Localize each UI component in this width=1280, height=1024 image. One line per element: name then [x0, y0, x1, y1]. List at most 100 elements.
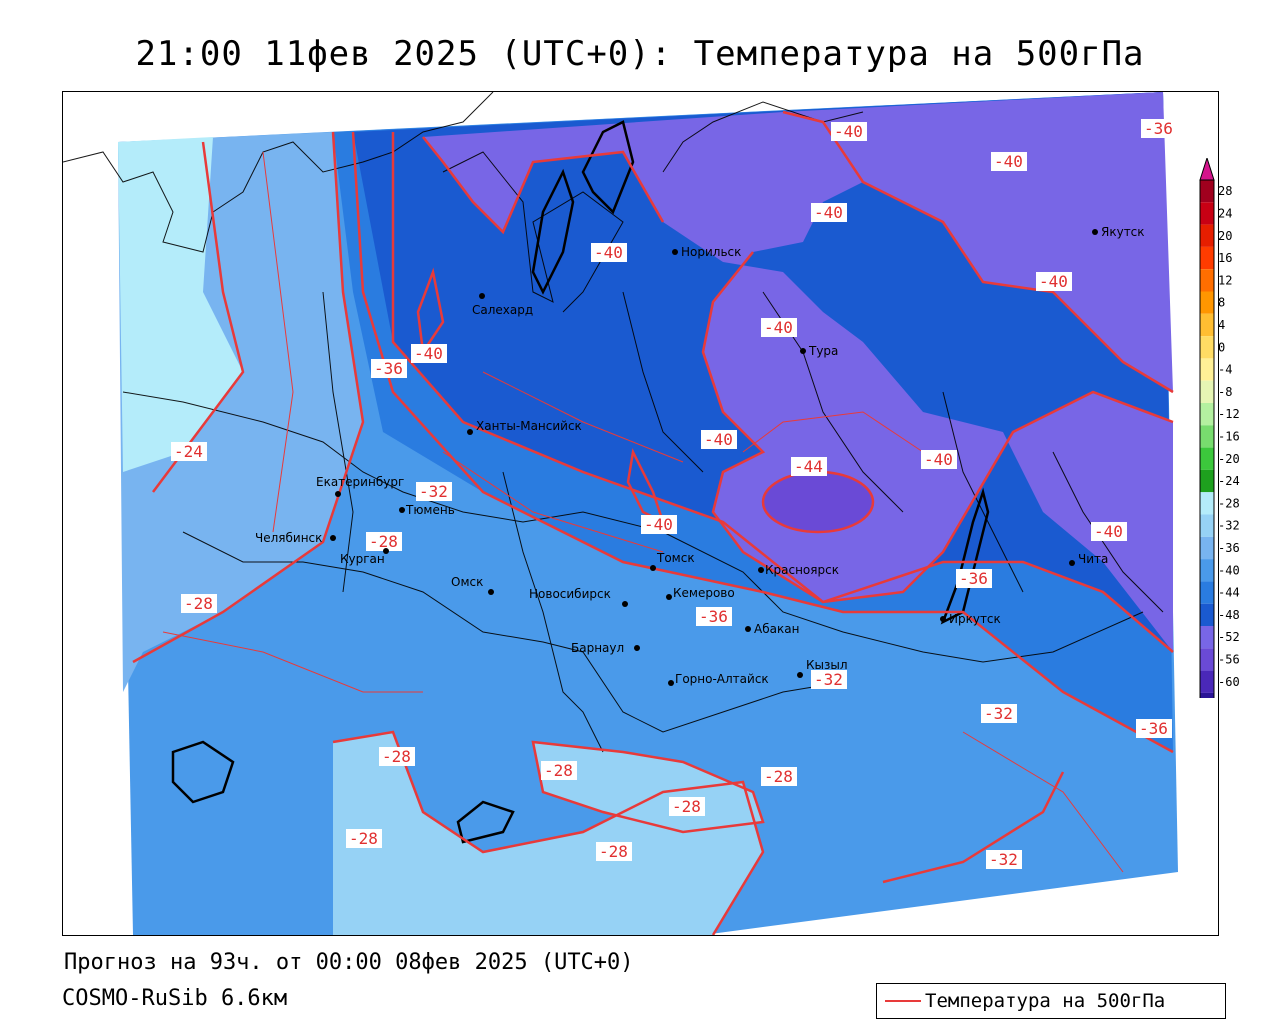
contour-label: -28: [596, 842, 632, 861]
svg-text:-40: -40: [644, 515, 673, 534]
colorbar-tick-label: -60: [1218, 675, 1240, 689]
city-tura: Тура: [800, 344, 838, 358]
contour-label: -28: [379, 747, 415, 766]
contour-label: -28: [366, 532, 402, 551]
colorbar-tick-label: -16: [1218, 429, 1240, 443]
colorbar-tick-label: -48: [1218, 608, 1240, 622]
contour-label: -28: [669, 797, 705, 816]
city-label: Абакан: [754, 622, 799, 636]
city-label: Екатеринбург: [316, 475, 404, 489]
colorbar-swatch: [1200, 692, 1214, 698]
colorbar-tick-label: -24: [1218, 474, 1240, 488]
contour-label: -32: [416, 482, 452, 501]
city-marker: [399, 507, 405, 513]
model-name: COSMO-RuSib 6.6км: [62, 986, 288, 1011]
colorbar-swatch: [1200, 358, 1214, 381]
forecast-info: Прогноз на 93ч. от 00:00 08фев 2025 (UTC…: [64, 950, 634, 975]
contour-label: -28: [346, 829, 382, 848]
field-core-48: [763, 472, 873, 532]
city-marker: [488, 589, 494, 595]
contour-label: -40: [1091, 522, 1127, 541]
city-marker: [1069, 560, 1075, 566]
colorbar-tick-label: -28: [1218, 496, 1240, 510]
colorbar-swatch: [1200, 224, 1214, 247]
contour-label: -36: [371, 359, 407, 378]
colorbar-tick-label: -52: [1218, 630, 1240, 644]
colorbar-max-arrow: [1199, 158, 1215, 181]
city-label: Якутск: [1101, 225, 1145, 239]
city-marker: [634, 645, 640, 651]
svg-text:-36: -36: [699, 607, 728, 626]
city-marker: [800, 348, 806, 354]
city-marker: [745, 626, 751, 632]
contour-label: -40: [591, 243, 627, 262]
city-label: Чита: [1078, 552, 1108, 566]
field-band-south-light: [333, 732, 763, 935]
map-legend: Температура на 500гПа: [876, 983, 1226, 1019]
city-khanty: Ханты-Мансийск: [467, 419, 582, 435]
svg-text:-28: -28: [764, 767, 793, 786]
svg-text:-32: -32: [989, 850, 1018, 869]
map-area[interactable]: -40 -36 -40 -40 -40 -40 -40 -36 -40 -40 -24 -44 -40-…: [62, 91, 1219, 936]
contour-label: -36: [956, 569, 992, 588]
city-omsk: Омск: [451, 575, 494, 595]
city-marker: [467, 429, 473, 435]
city-marker: [330, 535, 336, 541]
svg-text:-28: -28: [369, 532, 398, 551]
city-salekhard: Салехард: [472, 293, 533, 317]
svg-text:-28: -28: [382, 747, 411, 766]
svg-text:-44: -44: [794, 457, 823, 476]
city-gorno: Горно-Алтайск: [668, 672, 769, 686]
svg-text:-28: -28: [599, 842, 628, 861]
colorbar-tick-label: 8: [1218, 296, 1225, 310]
city-marker: [1092, 229, 1098, 235]
city-tyumen: Тюмень: [399, 503, 455, 517]
svg-text:-40: -40: [834, 122, 863, 141]
colorbar-swatch: [1200, 269, 1214, 292]
colorbar-tick-label: -20: [1218, 452, 1240, 466]
city-marker: [383, 548, 389, 554]
city-marker: [650, 565, 656, 571]
city-label: Томск: [656, 551, 695, 565]
colorbar-tick-label: -36: [1218, 541, 1240, 555]
svg-text:-28: -28: [672, 797, 701, 816]
colorbar-tick-label: -44: [1218, 586, 1240, 600]
contour-label: -40: [921, 450, 957, 469]
city-kyzyl: Кызыл: [797, 658, 848, 678]
contour-label: -40: [411, 344, 447, 363]
city-label: Салехард: [472, 303, 533, 317]
colorbar-swatch: [1200, 447, 1214, 470]
svg-text:-28: -28: [184, 594, 213, 613]
city-marker: [797, 672, 803, 678]
city-marker: [758, 567, 764, 573]
svg-text:-40: -40: [1094, 522, 1123, 541]
city-label: Горно-Алтайск: [675, 672, 769, 686]
contour-label: -28: [761, 767, 797, 786]
colorbar-swatch: [1200, 514, 1214, 537]
colorbar-swatch: [1200, 380, 1214, 403]
contour-label: -24: [171, 442, 207, 461]
colorbar-swatch: [1200, 469, 1214, 493]
city-marker: [672, 249, 678, 255]
colorbar-tick-label: 0: [1218, 340, 1225, 354]
colorbar-swatch: [1200, 492, 1214, 515]
city-label: Кемерово: [673, 586, 735, 600]
city-label: Ханты-Мансийск: [476, 419, 582, 433]
cities: Норильск Салехард Якутск Тура Ханты-Мансийск…: [255, 225, 1145, 686]
colorbar-swatch: [1200, 202, 1214, 225]
city-barnaul: Барнаул: [571, 641, 640, 655]
city-label: Кызыл: [806, 658, 848, 672]
contour-label: -36: [1136, 719, 1172, 738]
contour-label: -36: [1141, 119, 1177, 138]
svg-text:-40: -40: [1039, 272, 1068, 291]
contour-labels: -40 -36-40-40-40-40-40-36-40-40-24-44 -40-…: [171, 119, 1177, 869]
city-marker: [622, 601, 628, 607]
city-label: Барнаул: [571, 641, 624, 655]
city-marker: [940, 616, 946, 622]
colorbar-swatch: [1200, 603, 1214, 626]
city-label: Новосибирск: [529, 587, 611, 601]
map-borders: [63, 92, 1164, 753]
svg-text:-28: -28: [349, 829, 378, 848]
legend-line-swatch: [885, 1000, 921, 1002]
contour-label: -28: [181, 594, 217, 613]
